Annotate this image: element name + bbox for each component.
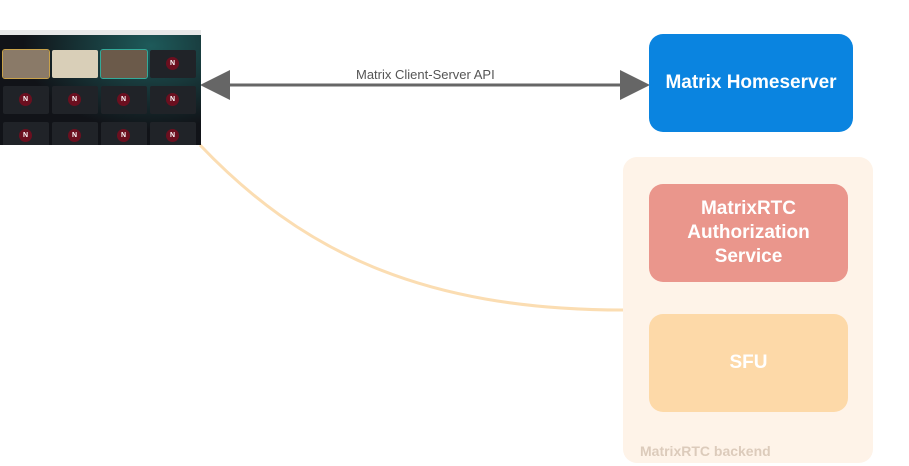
client-app-screenshot: N N N N N N N N N — [0, 30, 201, 145]
matrix-homeserver-box: Matrix Homeserver — [649, 34, 853, 132]
client-to-backend-curve — [198, 143, 624, 312]
matrixrtc-backend-label: MatrixRTC backend — [640, 443, 771, 459]
client-server-api-label: Matrix Client-Server API — [356, 67, 495, 82]
sfu-box: SFU — [649, 314, 848, 412]
matrixrtc-authorization-service-box: MatrixRTC Authorization Service — [649, 184, 848, 282]
